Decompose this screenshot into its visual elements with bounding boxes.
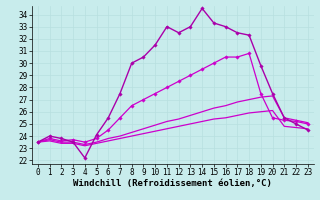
X-axis label: Windchill (Refroidissement éolien,°C): Windchill (Refroidissement éolien,°C) bbox=[73, 179, 272, 188]
